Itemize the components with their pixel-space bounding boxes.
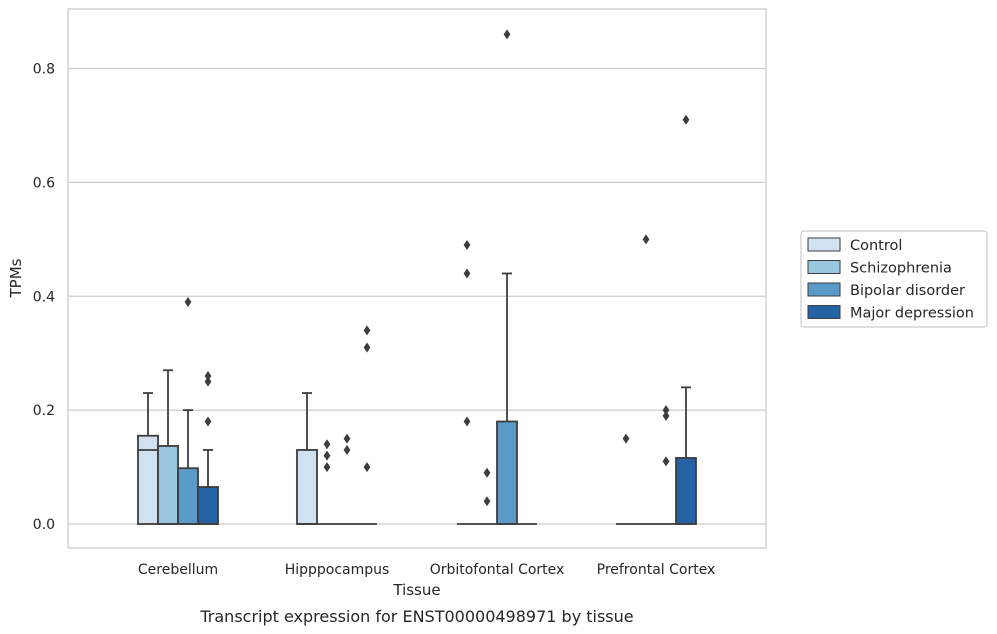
outlier-point	[483, 467, 491, 478]
y-tick-label: 0.0	[33, 517, 55, 533]
outlier-point	[204, 376, 212, 387]
x-tick-label: Hipppocampus	[285, 562, 390, 578]
box-body	[496, 420, 518, 525]
legend-label: Schizophrenia	[850, 261, 952, 277]
y-axis: 0.0 0.2 0.4 0.6 0.8	[33, 62, 55, 534]
chart-caption: Transcript expression for ENST0000049897…	[199, 607, 633, 626]
box-body	[137, 434, 159, 525]
box-3-3	[675, 114, 697, 525]
outlier-point	[463, 268, 471, 279]
outlier-point	[463, 240, 471, 251]
outlier-point	[682, 114, 690, 125]
outlier-point	[503, 29, 511, 40]
box-1-3	[357, 325, 377, 525]
outlier-point	[343, 433, 351, 444]
box-body	[197, 486, 219, 525]
y-axis-label: TPMs	[7, 258, 25, 298]
outlier-point	[323, 439, 331, 450]
legend-swatch-2	[807, 282, 841, 297]
x-tick-label: Prefrontal Cortex	[597, 562, 716, 578]
box-body	[296, 449, 318, 525]
outlier-point	[343, 444, 351, 455]
box-3-2	[656, 405, 676, 525]
outlier-point	[323, 462, 331, 473]
legend-label: Bipolar disorder	[850, 283, 965, 299]
outlier-point	[662, 405, 670, 416]
outlier-point	[463, 416, 471, 427]
legend: Control Schizophrenia Bipolar disorder Majo…	[800, 230, 988, 328]
box-3-1	[636, 234, 656, 525]
outlier-point	[363, 325, 371, 336]
outlier-point	[323, 450, 331, 461]
box-1-0	[296, 392, 318, 525]
outlier-point	[184, 296, 192, 307]
x-tick-label: Cerebellum	[138, 562, 218, 578]
box-body	[675, 457, 697, 525]
legend-swatch-3	[807, 305, 841, 319]
legend-frame	[800, 230, 988, 328]
legend-swatch-0	[807, 237, 841, 252]
outlier-point	[363, 462, 371, 473]
y-tick-label: 0.4	[33, 289, 55, 305]
x-axis-label: Tissue	[392, 581, 440, 599]
outlier-point	[204, 370, 212, 381]
outlier-point	[483, 496, 491, 507]
y-tick-label: 0.8	[33, 62, 55, 78]
outlier-point	[662, 410, 670, 421]
outlier-point	[662, 456, 670, 467]
legend-label: Major depression	[850, 306, 974, 322]
box-body	[177, 467, 199, 525]
outlier-point	[622, 433, 630, 444]
x-axis: Cerebellum Hipppocampus Orbitofontal Corte…	[138, 562, 715, 578]
box-0-3	[197, 370, 219, 525]
boxplot-marks	[137, 29, 697, 525]
box-2-2	[496, 29, 518, 525]
outlier-point	[642, 234, 650, 245]
y-tick-label: 0.6	[33, 175, 55, 191]
legend-label: Control	[850, 238, 902, 254]
box-0-0	[137, 392, 159, 525]
box-0-1	[157, 369, 179, 525]
box-1-1	[317, 439, 337, 525]
box-1-2	[337, 433, 357, 525]
y-tick-label: 0.2	[33, 403, 55, 419]
box-body	[157, 445, 179, 525]
box-3-0	[616, 433, 636, 525]
plot-frame	[67, 8, 767, 549]
box-2-1	[477, 467, 497, 525]
outlier-point	[204, 416, 212, 427]
outlier-point	[363, 342, 371, 353]
legend-swatch-1	[807, 260, 841, 274]
x-tick-label: Orbitofontal Cortex	[430, 562, 565, 578]
box-2-0	[457, 240, 477, 525]
